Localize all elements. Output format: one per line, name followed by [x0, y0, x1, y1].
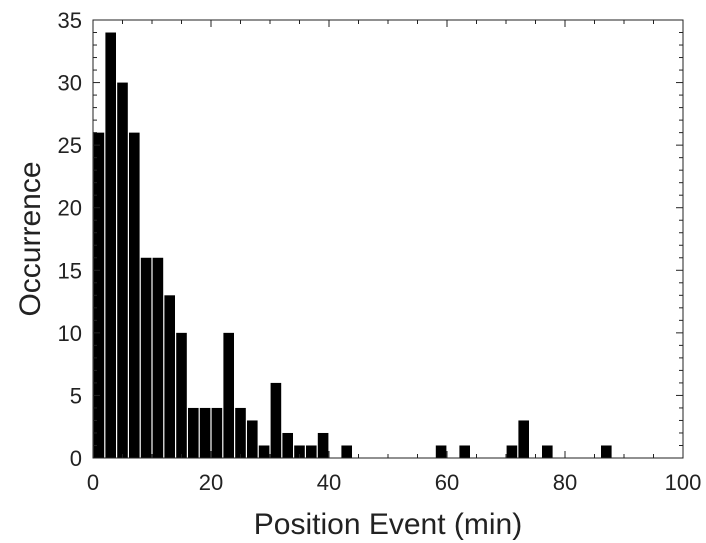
histogram-bar: [306, 445, 317, 458]
y-tick-label: 30: [58, 71, 82, 96]
histogram-bar: [282, 432, 293, 458]
histogram-bar: [199, 407, 211, 458]
histogram-bar: [270, 382, 282, 458]
x-tick-label: 80: [553, 470, 577, 495]
y-axis-label: Occurrence: [14, 161, 47, 316]
y-tick-label: 20: [58, 196, 82, 221]
histogram-bar: [435, 445, 447, 458]
histogram-bar: [117, 82, 128, 459]
x-tick-label: 100: [665, 470, 702, 495]
x-tick-label: 60: [435, 470, 459, 495]
histogram-bar: [223, 332, 234, 458]
histogram-bar: [258, 445, 270, 458]
y-tick-labels: 0 5 10 15 20 25 30 35: [58, 8, 82, 471]
histogram-bar: [188, 407, 199, 458]
x-tick-label: 40: [317, 470, 341, 495]
x-tick-label: 20: [199, 470, 223, 495]
histogram-bar: [93, 132, 105, 458]
histogram-bar: [294, 445, 305, 458]
histogram-bar: [247, 420, 258, 458]
histogram-bar: [129, 132, 140, 458]
histogram-bar: [542, 445, 553, 458]
histogram-bar: [152, 257, 164, 458]
histogram-bar: [601, 445, 612, 458]
ticks-group: [92, 19, 684, 459]
histogram-bar: [317, 432, 329, 458]
histogram-bar: [105, 32, 116, 459]
y-tick-label: 25: [58, 133, 82, 158]
histogram-bar: [211, 407, 223, 458]
histogram-bar: [176, 332, 187, 458]
histogram-bar: [341, 445, 352, 458]
x-tick-labels: 0 20 40 60 80 100: [87, 470, 701, 495]
y-tick-label: 5: [70, 383, 82, 408]
x-axis-label: Position Event (min): [254, 508, 522, 541]
histogram-bar: [235, 407, 246, 458]
y-tick-label: 35: [58, 8, 82, 33]
y-tick-label: 0: [70, 446, 82, 471]
histogram-bar: [518, 420, 529, 458]
histogram-bar: [506, 445, 518, 458]
y-tick-label: 15: [58, 258, 82, 283]
histogram-bar: [164, 295, 175, 458]
histogram-bar: [140, 257, 152, 458]
histogram-bar: [459, 445, 470, 458]
y-tick-label: 10: [58, 321, 82, 346]
x-tick-label: 0: [87, 470, 99, 495]
bars-group: [93, 32, 612, 459]
